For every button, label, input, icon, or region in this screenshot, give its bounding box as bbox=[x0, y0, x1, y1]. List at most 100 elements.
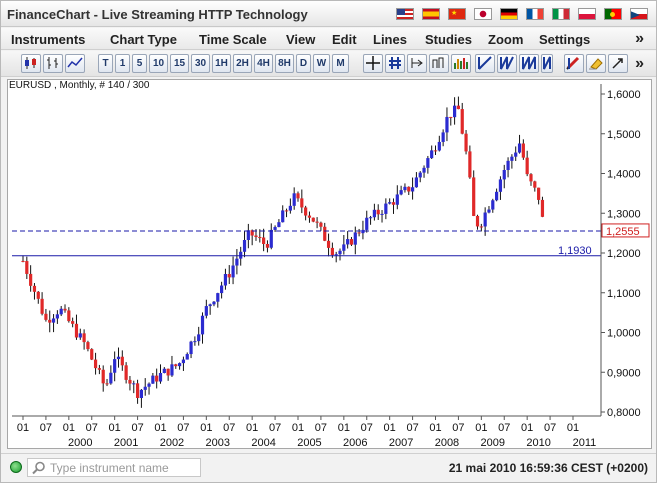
timeframe-2h-button[interactable]: 2H bbox=[233, 54, 252, 73]
candle-down bbox=[101, 369, 105, 384]
candle-down bbox=[227, 273, 231, 278]
timeframe-15m-button[interactable]: 15 bbox=[170, 54, 189, 73]
timeframe-monthly-button[interactable]: M bbox=[332, 54, 349, 73]
pitchfork-tool-icon[interactable] bbox=[541, 54, 553, 73]
candle-up bbox=[395, 194, 399, 205]
candle-up bbox=[426, 158, 430, 168]
candle-down bbox=[376, 209, 380, 215]
x-tick-label: 01 bbox=[154, 422, 166, 434]
x-year-label: 2007 bbox=[389, 437, 413, 448]
candle-up bbox=[292, 193, 296, 206]
menu-chart-type[interactable]: Chart Type bbox=[110, 32, 177, 47]
candle-down bbox=[124, 365, 128, 380]
x-year-label: 2000 bbox=[68, 437, 92, 448]
x-tick-label: 01 bbox=[109, 422, 121, 434]
candle-up bbox=[441, 132, 445, 142]
candle-up bbox=[384, 203, 388, 214]
bar-chart-icon[interactable] bbox=[43, 54, 63, 73]
menu-time-scale[interactable]: Time Scale bbox=[199, 32, 267, 47]
menu-edit[interactable]: Edit bbox=[332, 32, 357, 47]
candle-down bbox=[97, 368, 101, 370]
candle-up bbox=[498, 179, 503, 192]
x-tick-label: 01 bbox=[384, 422, 396, 434]
y-tick-label: 0,9000 bbox=[607, 367, 641, 379]
candle-down bbox=[93, 359, 98, 369]
menu-more-button[interactable]: » bbox=[635, 30, 644, 47]
zoom-reset-icon[interactable] bbox=[429, 54, 449, 73]
candle-up bbox=[277, 222, 281, 228]
candle-up bbox=[342, 244, 346, 251]
menu-instruments[interactable]: Instruments bbox=[11, 32, 86, 47]
x-tick-label: 07 bbox=[177, 422, 189, 434]
timeframe-daily-button[interactable]: D bbox=[296, 54, 311, 73]
flag-us-icon[interactable] bbox=[396, 8, 414, 20]
flag-jp-icon[interactable] bbox=[474, 8, 492, 20]
timeframe-10m-button[interactable]: 10 bbox=[149, 54, 168, 73]
flag-es-icon[interactable] bbox=[422, 8, 440, 20]
menu-lines[interactable]: Lines bbox=[373, 32, 407, 47]
timeframe-8h-button[interactable]: 8H bbox=[275, 54, 294, 73]
timeframe-t-button[interactable]: T bbox=[98, 54, 113, 73]
candlestick-chart-icon[interactable] bbox=[21, 54, 41, 73]
flag-de-icon[interactable] bbox=[500, 8, 518, 20]
x-tick-label: 07 bbox=[498, 422, 510, 434]
cursor-tool-icon[interactable] bbox=[608, 54, 628, 73]
candle-down bbox=[391, 202, 396, 205]
candle-up bbox=[418, 172, 422, 178]
candle-up bbox=[487, 209, 491, 213]
grid-icon[interactable] bbox=[385, 54, 405, 73]
crosshair-icon[interactable] bbox=[363, 54, 383, 73]
fibonacci-tool-icon[interactable] bbox=[519, 54, 539, 73]
candle-down bbox=[262, 237, 266, 245]
candle-down bbox=[40, 298, 44, 314]
menu-studies[interactable]: Studies bbox=[425, 32, 472, 47]
timeframe-weekly-button[interactable]: W bbox=[313, 54, 330, 73]
x-year-label: 2009 bbox=[481, 437, 505, 448]
trendline-tool-icon[interactable] bbox=[475, 54, 495, 73]
chart-panel[interactable]: 1,2555 1,1930 1,6000 1,5000 1,4000 1,3000 1,2… bbox=[7, 79, 652, 449]
price-lines: 1,2555 1,1930 bbox=[12, 223, 650, 257]
volume-bars-icon[interactable] bbox=[451, 54, 471, 73]
status-bar: 21 mai 2010 16:59:36 CEST (+0200) bbox=[1, 453, 656, 482]
scale-icon[interactable] bbox=[407, 54, 427, 73]
candle-down bbox=[32, 285, 37, 292]
flag-pt-icon[interactable] bbox=[604, 8, 622, 20]
instrument-search-field[interactable] bbox=[27, 458, 201, 477]
channel-tool-icon[interactable] bbox=[497, 54, 517, 73]
candle-up bbox=[483, 212, 487, 227]
candle-down bbox=[284, 210, 289, 212]
toolbar-more-button[interactable]: » bbox=[635, 55, 644, 72]
line-chart-icon[interactable] bbox=[65, 54, 85, 73]
flag-cz-icon[interactable] bbox=[630, 8, 648, 20]
candle-up bbox=[288, 205, 292, 211]
flag-it-icon[interactable] bbox=[552, 8, 570, 20]
candle-up bbox=[445, 116, 449, 133]
candle-down bbox=[472, 177, 476, 216]
title-bar: FinanceChart - Live Streaming HTTP Techn… bbox=[1, 1, 656, 27]
candle-down bbox=[456, 105, 461, 110]
flag-cn-icon[interactable]: ★ bbox=[448, 8, 466, 20]
x-year-label: 2001 bbox=[114, 437, 138, 448]
menu-view[interactable]: View bbox=[286, 32, 316, 47]
candle-down bbox=[48, 319, 52, 323]
draw-pencil-icon[interactable] bbox=[564, 54, 584, 73]
candle-up bbox=[189, 341, 193, 355]
flag-fr-icon[interactable] bbox=[526, 8, 544, 20]
eraser-icon[interactable] bbox=[586, 54, 606, 73]
candles bbox=[21, 96, 545, 408]
timeframe-1h-button[interactable]: 1H bbox=[212, 54, 231, 73]
flag-pl-icon[interactable] bbox=[578, 8, 596, 20]
eurusd-candlestick-chart[interactable]: 1,2555 1,1930 1,6000 1,5000 1,4000 1,3000 1,2… bbox=[8, 80, 651, 449]
timeframe-1m-button[interactable]: 1 bbox=[115, 54, 130, 73]
instrument-search-input[interactable] bbox=[50, 460, 198, 475]
timeframe-5m-button[interactable]: 5 bbox=[132, 54, 147, 73]
y-tick-label: 1,0000 bbox=[607, 328, 641, 340]
timeframe-4h-button[interactable]: 4H bbox=[254, 54, 273, 73]
candle-down bbox=[67, 310, 71, 322]
candle-up bbox=[193, 341, 197, 343]
candle-down bbox=[174, 364, 178, 367]
menu-zoom[interactable]: Zoom bbox=[488, 32, 524, 47]
menu-settings[interactable]: Settings bbox=[539, 32, 591, 47]
server-datetime: 21 mai 2010 16:59:36 CEST (+0200) bbox=[448, 461, 648, 475]
timeframe-30m-button[interactable]: 30 bbox=[191, 54, 210, 73]
